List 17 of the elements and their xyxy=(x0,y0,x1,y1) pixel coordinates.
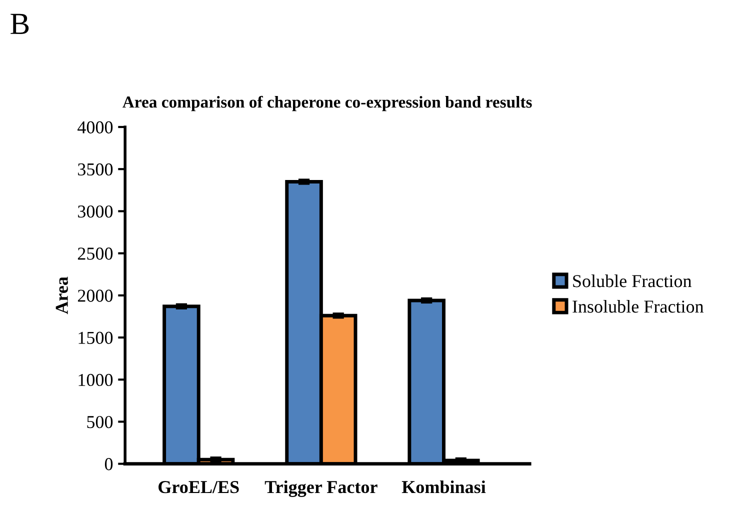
chart-title: Area comparison of chaperone co-expression band results xyxy=(122,96,532,112)
y-tick-label: 2000 xyxy=(78,290,113,302)
y-tick-label: 3500 xyxy=(78,163,113,176)
y-tick-label: 0 xyxy=(104,458,113,470)
legend-label: Insoluble Fraction xyxy=(572,300,704,313)
legend-label: Soluble Fraction xyxy=(573,274,692,288)
text: B xyxy=(10,14,29,34)
y-tick-label: 3000 xyxy=(78,205,113,218)
x-tick-label: Trigger Factor xyxy=(264,480,378,497)
y-tick-label: 1000 xyxy=(78,374,113,386)
y-tick-label: 4000 xyxy=(78,121,113,134)
x-tick-label: Kombinasi xyxy=(402,480,486,494)
x-tick-label: GroEL/ES xyxy=(158,481,239,494)
y-axis-title: Area xyxy=(56,276,68,314)
y-tick-label: 1500 xyxy=(78,332,113,344)
y-tick-label: 500 xyxy=(87,416,113,428)
y-tick-label: 2500 xyxy=(78,248,113,260)
